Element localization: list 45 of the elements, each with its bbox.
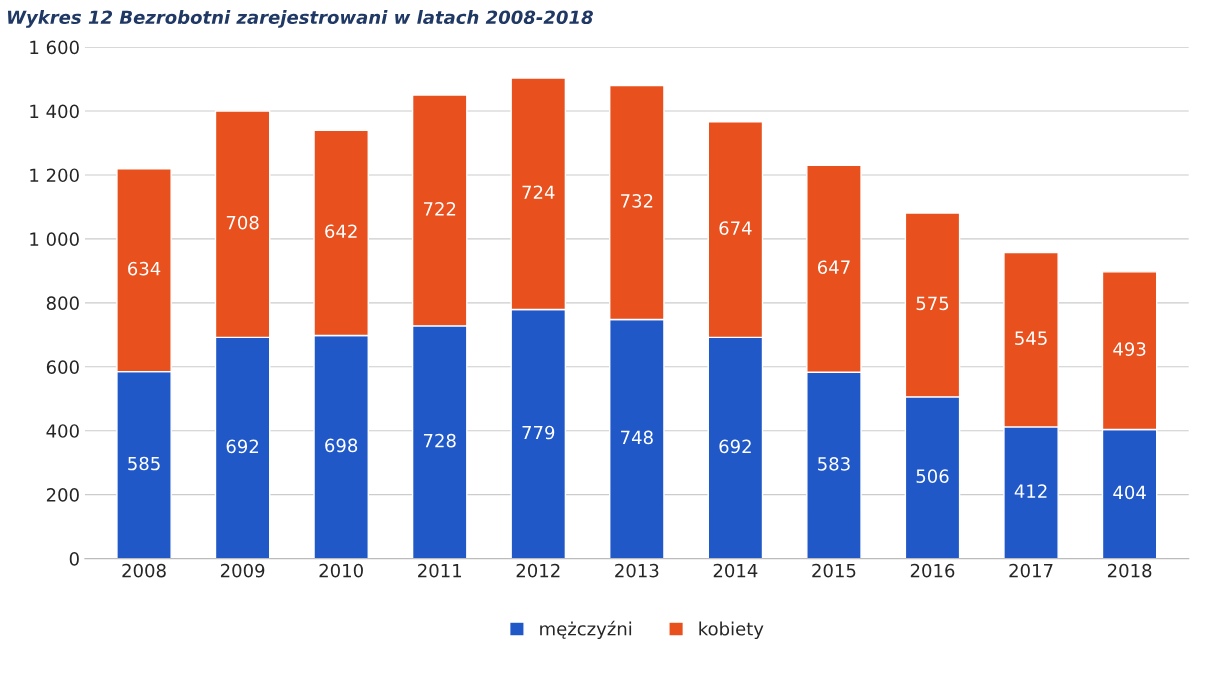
data-label: 674 bbox=[719, 221, 752, 235]
data-label: 585 bbox=[128, 456, 160, 471]
data-label: 748 bbox=[621, 430, 653, 445]
data-label: 692 bbox=[226, 439, 259, 454]
y-tick-label: 1 200 bbox=[30, 168, 79, 183]
x-tick-label: 2008 bbox=[122, 563, 166, 578]
y-tick-label: 800 bbox=[46, 296, 79, 310]
data-label: 412 bbox=[1014, 484, 1047, 498]
x-tick-label: 2014 bbox=[713, 563, 758, 578]
data-label: 728 bbox=[423, 433, 456, 448]
data-label: 722 bbox=[423, 202, 456, 216]
x-tick-label: 2018 bbox=[1107, 563, 1152, 578]
x-tick-label: 2011 bbox=[418, 563, 462, 578]
data-label: 506 bbox=[916, 469, 949, 483]
y-tick-label: 400 bbox=[46, 424, 79, 438]
y-tick-label: 1 600 bbox=[30, 40, 79, 55]
x-tick-label: 2010 bbox=[319, 563, 363, 578]
data-label: 545 bbox=[1015, 331, 1047, 346]
data-label: 583 bbox=[818, 456, 850, 471]
x-tick-label: 2017 bbox=[1009, 563, 1053, 578]
data-label: 493 bbox=[1113, 342, 1146, 356]
data-label: 692 bbox=[719, 439, 751, 454]
data-label: 634 bbox=[128, 261, 161, 276]
y-tick-label: 1 000 bbox=[30, 232, 79, 247]
data-label: 404 bbox=[1113, 485, 1146, 500]
legend-label: mężczyźni bbox=[540, 620, 632, 640]
data-label: 708 bbox=[226, 215, 259, 230]
x-tick-label: 2009 bbox=[220, 563, 265, 578]
data-label: 575 bbox=[916, 296, 949, 311]
x-tick-label: 2016 bbox=[910, 563, 955, 578]
y-tick-label: 600 bbox=[46, 360, 79, 374]
y-tick-label: 200 bbox=[46, 488, 79, 502]
data-label: 724 bbox=[522, 185, 555, 199]
data-label: 647 bbox=[817, 260, 850, 275]
y-tick-label: 0 bbox=[69, 552, 79, 566]
y-tick-label: 1 400 bbox=[30, 104, 79, 119]
x-tick-label: 2015 bbox=[812, 563, 856, 578]
data-label: 779 bbox=[522, 425, 555, 440]
x-tick-label: 2012 bbox=[516, 563, 560, 578]
data-label: 642 bbox=[325, 224, 357, 239]
legend-label: kobiety bbox=[699, 621, 764, 640]
x-tick-label: 2013 bbox=[615, 563, 659, 578]
data-label: 698 bbox=[325, 438, 358, 453]
data-label: 732 bbox=[621, 194, 653, 208]
chart-title: Wykres 12 Bezrobotni zarejestrowani w latach 2008-2018 bbox=[7, 10, 593, 28]
